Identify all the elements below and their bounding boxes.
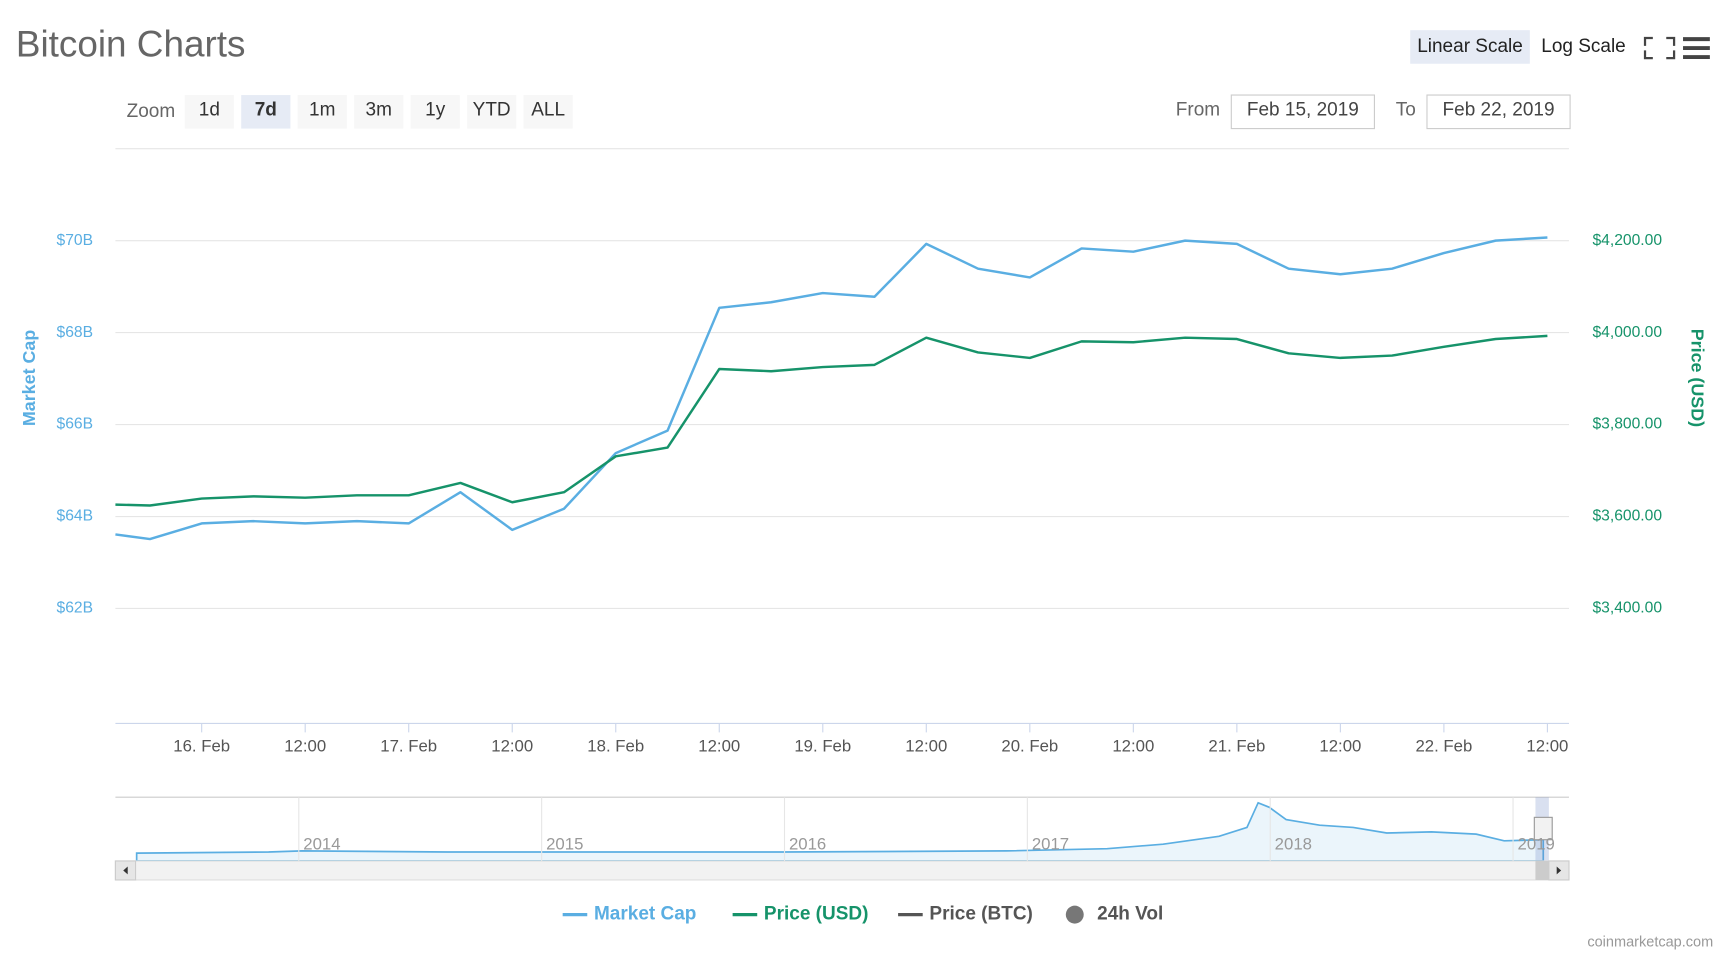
navigator-label: 2015 — [546, 835, 583, 854]
zoom-button-label: ALL — [531, 100, 565, 121]
y-tick-label: $64B — [57, 508, 94, 525]
legend-label[interactable]: Price (USD) — [764, 904, 869, 925]
scroll-right-arrow — [1556, 866, 1562, 875]
navigator[interactable]: 2014 2015 2016 2017 2018 2019 — [114, 796, 1570, 881]
x-tick-label: 12:00 — [491, 736, 533, 755]
y-tick-label: $66B — [57, 416, 94, 433]
scale-button[interactable] — [1410, 30, 1530, 64]
navigator-label: 2018 — [1275, 835, 1312, 854]
scroll-left-arrow — [123, 866, 128, 875]
zoom-button[interactable] — [523, 95, 573, 129]
zoom-button[interactable] — [184, 95, 234, 129]
legend: Market Cap Price (USD) Price (BTC) 24h Vol — [562, 904, 1163, 925]
scale-button[interactable] — [1534, 30, 1633, 64]
y2-axis-title: Price (USD) — [1688, 329, 1708, 427]
fullscreen-glyph — [1643, 36, 1676, 60]
x-tick-label: 21. Feb — [1208, 736, 1265, 755]
x-tick-label: 12:00 — [1526, 736, 1568, 755]
navigator-label: 2014 — [303, 835, 340, 854]
grid: $62B $64B $66B $68B $70B $3,400.00 $3,600.00 $3… — [57, 232, 1663, 756]
zoom-button[interactable] — [467, 95, 517, 129]
scale-controls: Linear Scale Log Scale — [1410, 30, 1633, 64]
x-tick-label: 16. Feb — [173, 736, 230, 755]
y2-tick-label: $3,800.00 — [1592, 416, 1662, 433]
from-label: From — [1176, 100, 1220, 121]
from-value: Feb 15, 2019 — [1247, 100, 1359, 121]
scale-button-label: Log Scale — [1541, 36, 1626, 57]
legend-label[interactable]: Price (BTC) — [929, 904, 1032, 925]
x-tick-label: 19. Feb — [794, 736, 851, 755]
y2-tick-label: $3,400.00 — [1592, 600, 1662, 617]
menu-icon[interactable] — [1683, 37, 1710, 59]
y2-tick-label: $4,200.00 — [1592, 232, 1662, 249]
y-tick-label: $68B — [57, 324, 94, 341]
scrollbar-track[interactable] — [114, 860, 1570, 881]
x-tick-label: 12:00 — [284, 736, 326, 755]
y2-tick-label: $4,000.00 — [1592, 324, 1662, 341]
zoom-button[interactable] — [241, 95, 291, 129]
y-tick-label: $70B — [57, 232, 94, 249]
series-line — [115, 236, 1548, 541]
x-tick-label: 12:00 — [905, 736, 947, 755]
zoom-button-label: 1d — [199, 100, 220, 121]
zoom-button[interactable] — [354, 95, 404, 129]
to-input[interactable] — [1426, 94, 1571, 130]
zoom-button-label: 1y — [425, 100, 446, 121]
y-tick-label: $62B — [57, 600, 94, 617]
plot-area — [115, 236, 1548, 541]
zoom-button-label: 1m — [309, 100, 335, 121]
x-tick-label: 12:00 — [1112, 736, 1154, 755]
to-value: Feb 22, 2019 — [1443, 100, 1555, 121]
navigator-handle[interactable] — [1533, 816, 1553, 841]
zoom-controls: Zoom 1d 7d 1m 3m 1y YTD ALL — [127, 95, 573, 129]
page-title: Bitcoin Charts — [16, 24, 246, 65]
x-tick-label: 17. Feb — [380, 736, 437, 755]
x-tick-label: 20. Feb — [1001, 736, 1058, 755]
x-tick-label: 18. Feb — [587, 736, 644, 755]
from-input[interactable] — [1230, 94, 1375, 130]
navigator-label: 2019 — [1518, 835, 1555, 854]
x-tick-label: 22. Feb — [1415, 736, 1472, 755]
scrollbar-thumb[interactable] — [1535, 860, 1549, 880]
zoom-button[interactable] — [410, 95, 460, 129]
legend-symbol[interactable] — [1065, 905, 1084, 924]
credit: coinmarketcap.com — [1587, 934, 1713, 950]
navigator-series — [135, 801, 1545, 862]
zoom-button-label: YTD — [473, 100, 511, 121]
navigator-bg — [115, 797, 1569, 861]
zoom-button-label: 7d — [255, 100, 277, 121]
y2-tick-label: $3,600.00 — [1592, 508, 1662, 525]
fullscreen-icon[interactable] — [1643, 36, 1676, 60]
zoom-button-label: 3m — [366, 100, 392, 121]
series-line — [115, 334, 1548, 507]
legend-label[interactable]: 24h Vol — [1097, 904, 1163, 925]
x-tick-label: 12:00 — [698, 736, 740, 755]
x-tick-label: 12:00 — [1319, 736, 1361, 755]
y-axis-title: Market Cap — [19, 330, 39, 426]
zoom-button[interactable] — [297, 95, 347, 129]
zoom-label: Zoom — [127, 101, 176, 122]
to-label: To — [1396, 100, 1416, 121]
date-range: From Feb 15, 2019 To Feb 22, 2019 — [1176, 94, 1571, 130]
scale-button-label: Linear Scale — [1417, 36, 1523, 57]
navigator-label: 2016 — [789, 835, 826, 854]
navigator-label: 2017 — [1032, 835, 1069, 854]
legend-label[interactable]: Market Cap — [594, 904, 696, 925]
